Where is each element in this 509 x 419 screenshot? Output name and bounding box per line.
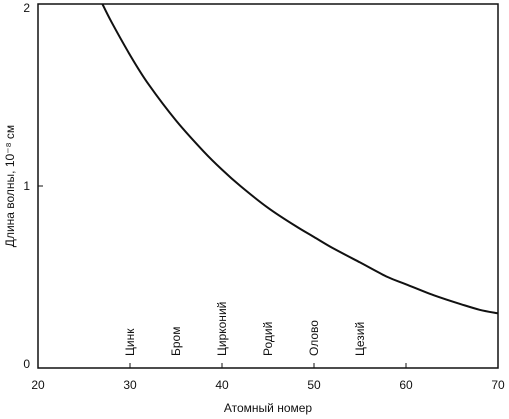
y-tick-label: 2 [23,1,30,15]
element-label: Цинк [123,328,137,356]
x-tick-label: 70 [491,378,505,392]
element-label: Бром [169,327,183,356]
element-label: Родий [261,322,275,356]
element-label: Цирконий [215,302,229,356]
plot-frame [37,3,499,369]
x-tick-label: 40 [215,378,229,392]
element-label: Олово [307,320,321,356]
x-axis-ticks: 20 30 40 50 60 70 [31,363,505,392]
y-tick-label: 0 [23,357,30,371]
x-tick-label: 60 [399,378,413,392]
x-tick-label: 30 [123,378,137,392]
x-axis-label: Атомный номер [224,401,313,415]
series-line [101,3,499,315]
y-tick-label: 1 [23,179,30,193]
x-tick-label: 50 [307,378,321,392]
y-axis-ticks: 0 1 2 [23,1,43,371]
y-axis-label: Длина волны, 10⁻⁸ см [3,125,17,247]
element-labels: Цинк Бром Цирконий Родий Олово Цезий [123,302,367,356]
x-tick-label: 20 [31,378,45,392]
element-label: Цезий [353,322,367,356]
